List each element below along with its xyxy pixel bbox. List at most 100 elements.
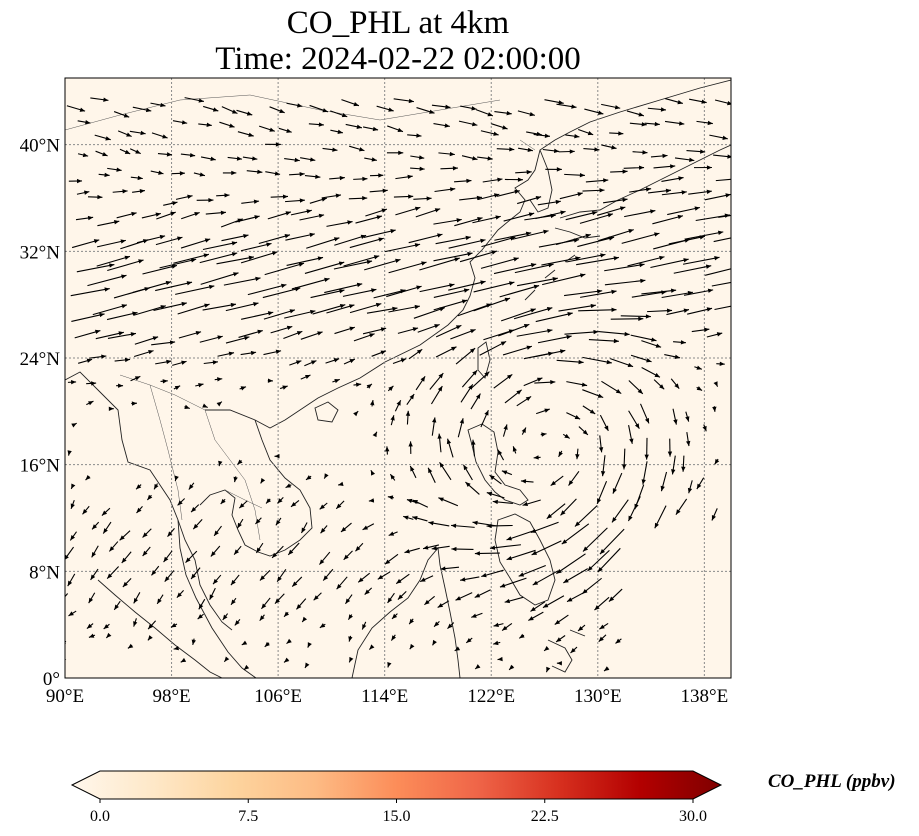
lon-tick-label: 98°E (152, 686, 190, 707)
wind-vector-head (504, 598, 511, 604)
wind-vector-head (166, 359, 172, 365)
wind-vector-head (123, 113, 130, 118)
wind-vector-head (670, 164, 676, 169)
wind-vector-head (582, 429, 588, 435)
wind-vector-head (410, 465, 415, 472)
wind-vector-head (660, 107, 666, 112)
wind-vector-head (204, 303, 210, 308)
wind-vector-head (486, 491, 493, 497)
wind-vector (199, 252, 238, 264)
wind-vector-head (463, 464, 468, 471)
wind-vector-head (166, 152, 172, 157)
wind-vector-head (284, 234, 290, 239)
wind-vector-head (336, 583, 342, 590)
wind-vector-head (665, 188, 672, 193)
wind-vector (673, 265, 712, 274)
wind-vector-head (239, 503, 245, 509)
wind-vector (264, 262, 305, 276)
wind-vector (588, 338, 619, 342)
wind-vector-head (305, 475, 312, 480)
colorbar-tick-labels: 0.0 7.5 15.0 22.5 30.0 (90, 799, 707, 825)
wind-vector-head (705, 264, 712, 269)
wind-vector (155, 281, 193, 292)
wind-vector-head (310, 157, 316, 162)
wind-vector-head (70, 379, 77, 385)
wind-vector-head (99, 312, 105, 318)
wind-vector-head (139, 189, 145, 194)
wind-vector-head (659, 255, 665, 261)
wind-vector-head (230, 302, 236, 308)
wind-vector-head (471, 106, 477, 111)
wind-vector-head (598, 447, 604, 453)
wind-vector-head (174, 475, 179, 481)
wind-vector-head (229, 123, 235, 128)
wind-vector-head (281, 283, 287, 288)
wind-vector-head (119, 535, 125, 541)
wind-vector (216, 256, 255, 265)
wind-vector-head (371, 288, 377, 293)
wind-vector-head (711, 515, 716, 521)
wind-vector-head (480, 238, 486, 244)
wind-vector-head (364, 589, 370, 595)
wind-vector-head (544, 645, 550, 651)
wind-vector-head (548, 263, 554, 268)
wind-vector-head (612, 488, 617, 494)
wind-vector-head (284, 611, 290, 617)
wind-vector-head (542, 603, 549, 608)
wind-vector-head (231, 170, 237, 176)
wind-vector-head (310, 309, 316, 315)
border-china-south (119, 374, 206, 411)
wind-vector-head (567, 312, 573, 317)
wind-vector (503, 212, 535, 222)
wind-vector-head (421, 261, 427, 266)
wind-vector-head (493, 131, 499, 136)
wind-vector-head (582, 546, 589, 552)
wind-vector-head (158, 170, 164, 175)
wind-vector-head (381, 208, 387, 213)
wind-vector-head (155, 212, 161, 217)
wind-vector-head (121, 274, 127, 279)
wind-vector-head (467, 251, 473, 257)
wind-vector-head (484, 410, 489, 416)
wind-vector-head (579, 273, 586, 278)
wind-vector-head (174, 385, 181, 391)
wind-vector-head (313, 595, 319, 601)
wind-vector (285, 233, 315, 241)
wind-vector (500, 308, 536, 322)
wind-vector (132, 281, 172, 293)
wind-vector (652, 215, 684, 225)
wind-vector-head (517, 177, 523, 182)
wind-vector-head (451, 546, 457, 552)
wind-vector-head (296, 604, 302, 610)
wind-vector-head (662, 153, 668, 159)
wind-vector-head (337, 129, 343, 134)
wind-vector-head (475, 393, 481, 399)
wind-vector-head (224, 193, 230, 198)
wind-vector-head (170, 211, 176, 216)
wind-vector-head (267, 378, 273, 383)
wind-vector-head (340, 527, 347, 532)
wind-vector-head (604, 666, 610, 671)
wind-vector-head (256, 547, 262, 553)
wind-vector-head (611, 307, 617, 313)
wind-vector-head (378, 237, 384, 242)
wind-vector-head (529, 111, 535, 117)
wind-vector-head (622, 197, 628, 203)
wind-vector-head (85, 120, 91, 125)
wind-vector-head (169, 340, 176, 345)
lat-tick-label: 24°N (20, 349, 61, 370)
wind-vector-head (520, 479, 527, 484)
wind-vector-head (701, 99, 707, 104)
wind-vector-head (124, 255, 130, 260)
wind-vector-head (439, 462, 445, 468)
wind-vector-head (561, 539, 568, 545)
coastlines (65, 79, 731, 678)
wind-vector-head (82, 152, 89, 158)
wind-vector-head (236, 156, 243, 161)
wind-vector-head (675, 509, 681, 515)
wind-vector-head (359, 147, 365, 152)
wind-vector-head (677, 214, 683, 220)
wind-vector-head (230, 579, 236, 586)
wind-vector-head (237, 459, 243, 465)
wind-vector-head (409, 643, 415, 650)
